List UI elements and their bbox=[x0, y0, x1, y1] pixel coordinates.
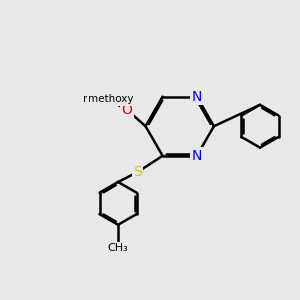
Text: N: N bbox=[192, 90, 202, 104]
Text: S: S bbox=[133, 165, 142, 179]
Text: methoxy: methoxy bbox=[83, 94, 132, 104]
Text: O: O bbox=[122, 103, 133, 117]
Text: CH₃: CH₃ bbox=[108, 243, 128, 253]
Text: N: N bbox=[192, 149, 202, 163]
Text: methoxy: methoxy bbox=[88, 94, 134, 103]
